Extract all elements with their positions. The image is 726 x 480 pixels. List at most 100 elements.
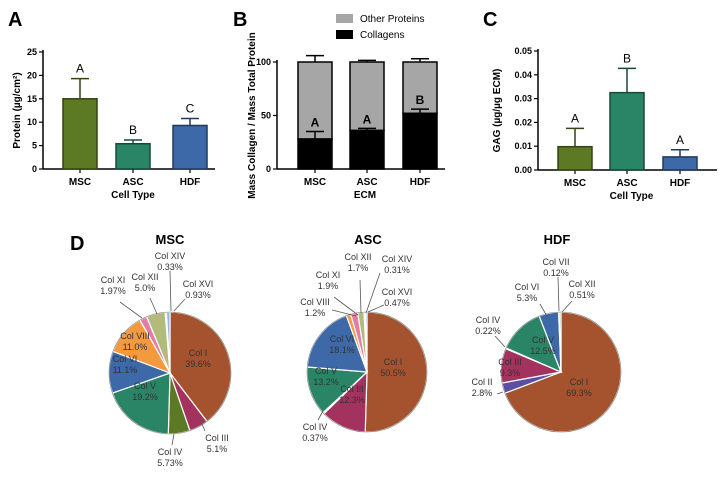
- slice-label: Col VIII: [120, 331, 150, 341]
- leader-line: [365, 272, 381, 314]
- slice-percent: 0.37%: [302, 433, 328, 443]
- slice-label: Col XI: [316, 270, 341, 280]
- bar-other-proteins-msc: [297, 61, 333, 140]
- slice-label: Col II: [471, 377, 492, 387]
- bar-collagens-asc: [349, 129, 385, 170]
- bar-collagens-msc: [297, 138, 333, 170]
- y-tick-label: 15: [27, 94, 37, 104]
- bar-chart-c: [534, 49, 717, 174]
- significance-letter: A: [571, 111, 579, 125]
- leader-line: [171, 433, 175, 446]
- slice-percent: 12.5%: [530, 346, 556, 356]
- x-tick-label: ASC: [356, 177, 377, 188]
- leader-line: [359, 279, 362, 314]
- y-tick-label: 0.03: [514, 94, 532, 104]
- significance-letter: A: [76, 62, 84, 76]
- panel-letter-a: A: [8, 9, 22, 31]
- x-tick-label: ASC: [122, 177, 143, 188]
- slice-percent: 18.1%: [329, 345, 355, 355]
- panel-letter-d: D: [70, 233, 84, 255]
- legend-label-other-proteins: Other Proteins: [360, 14, 424, 25]
- pie-chart-msc: [108, 270, 232, 446]
- leader-line: [199, 419, 206, 432]
- slice-label: Col V: [532, 335, 554, 345]
- slice-percent: 2.8%: [472, 388, 493, 398]
- pie-title: HDF: [544, 232, 571, 247]
- pie-outline: [108, 311, 232, 435]
- bar-asc: [115, 142, 151, 170]
- slice-label: Col XII: [131, 272, 158, 282]
- pie-chart-hdf: [494, 276, 622, 433]
- slice-label: Col VIII: [300, 297, 330, 307]
- y-tick-label: 25: [27, 47, 37, 57]
- slice-label: Col I: [189, 348, 208, 358]
- leader-line: [367, 304, 385, 313]
- bar-collagens-hdf: [402, 112, 438, 170]
- bar-chart-a: [39, 50, 215, 173]
- slice-percent: 0.51%: [569, 290, 595, 300]
- slice-percent: 1.9%: [318, 281, 339, 291]
- y-tick-label: 0.00: [514, 165, 532, 175]
- slice-label: Col XVI: [183, 279, 214, 289]
- y-tick-label: 0: [32, 164, 37, 174]
- x-tick-label: HDF: [180, 177, 201, 188]
- significance-letter: B: [416, 93, 425, 107]
- slice-percent: 69.3%: [566, 388, 592, 398]
- slice-label: Col XI: [101, 275, 126, 285]
- slice-label: Col IV: [158, 447, 183, 457]
- leader-line: [494, 335, 506, 348]
- leader-line: [169, 270, 172, 312]
- leader-line: [149, 297, 158, 315]
- x-tick-label: MSC: [69, 177, 91, 188]
- slice-percent: 19.2%: [132, 392, 158, 402]
- slice-label: Col VI: [330, 334, 355, 344]
- slice-label: Col VII: [542, 257, 569, 267]
- slice-percent: 1.7%: [348, 263, 369, 273]
- x-axis-label: Cell Type: [610, 191, 654, 202]
- y-tick-label: 0: [266, 164, 271, 174]
- pie-title: ASC: [354, 232, 382, 247]
- slice-label: Col I: [384, 357, 403, 367]
- x-tick-label: MSC: [304, 177, 326, 188]
- significance-letter: A: [676, 133, 684, 147]
- leader-line: [331, 309, 357, 317]
- slice-percent: 0.31%: [384, 265, 410, 275]
- y-tick-label: 100: [256, 57, 271, 67]
- leader-line: [333, 296, 359, 316]
- legend-swatch-collagens: [336, 30, 353, 39]
- y-tick-label: 5: [32, 141, 37, 151]
- slice-percent: 0.93%: [185, 290, 211, 300]
- slice-label: Col III: [205, 433, 229, 443]
- slice-label: Col III: [498, 357, 522, 367]
- y-axis-label: Protein (µg/cm²): [12, 72, 23, 148]
- y-tick-label: 0.02: [514, 117, 532, 127]
- bar-hdf: [172, 124, 208, 170]
- legend-swatch-other-proteins: [336, 14, 353, 23]
- slice-percent: 0.22%: [475, 326, 501, 336]
- slice-percent: 5.3%: [517, 293, 538, 303]
- slice-label: Col XII: [344, 252, 371, 262]
- pie-outline: [500, 311, 622, 433]
- bar-msc: [557, 145, 593, 171]
- significance-letter: C: [186, 101, 195, 115]
- panel-letter-b: B: [233, 9, 247, 31]
- slice-percent: 0.12%: [543, 268, 569, 278]
- x-tick-label: ASC: [616, 178, 637, 189]
- x-tick-label: HDF: [410, 177, 431, 188]
- significance-letter: B: [623, 51, 631, 65]
- slice-percent: 11.0%: [123, 342, 148, 352]
- slice-percent: 11.1%: [113, 365, 138, 375]
- slice-label: Col V: [134, 381, 156, 391]
- slice-label: Col XIV: [382, 254, 413, 264]
- bar-hdf: [662, 156, 698, 171]
- slice-percent: 1.2%: [305, 308, 326, 318]
- y-tick-label: 10: [27, 117, 37, 127]
- bar-asc: [609, 91, 645, 171]
- slice-label: Col XIV: [155, 251, 186, 261]
- slice-percent: 0.47%: [384, 298, 410, 308]
- leader-line: [561, 300, 573, 313]
- slice-percent: 1.97%: [100, 286, 126, 296]
- bar-chart-b: [273, 14, 445, 173]
- slice-label: Col I: [570, 377, 589, 387]
- y-tick-label: 0.05: [514, 46, 532, 56]
